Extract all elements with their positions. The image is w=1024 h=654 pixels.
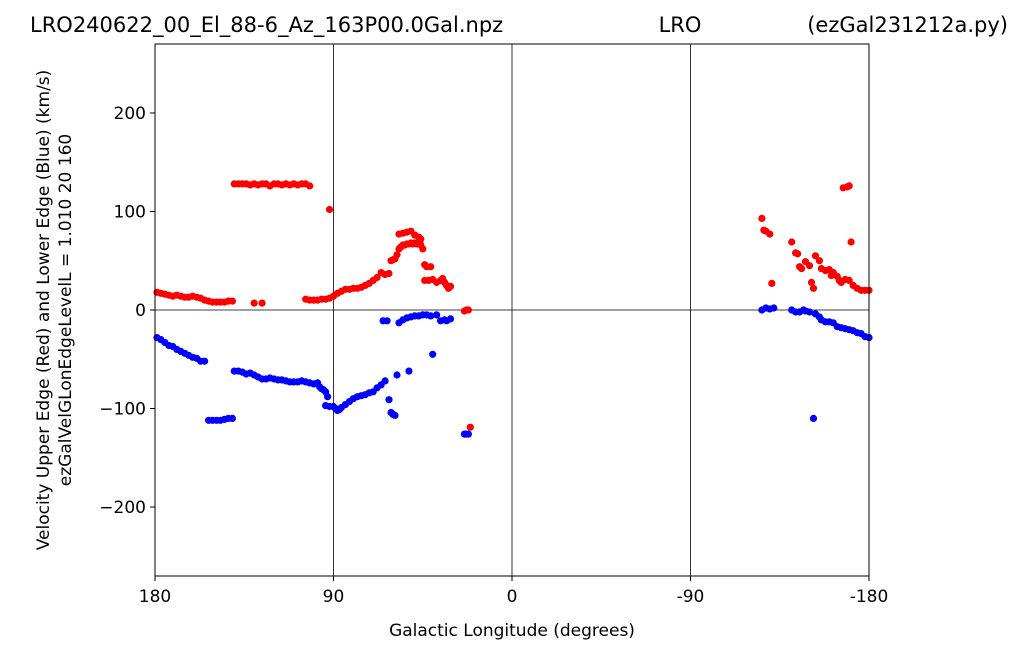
upper-edge-point xyxy=(788,238,796,246)
upper-edge-point xyxy=(228,297,236,305)
upper-edge-point xyxy=(466,423,474,431)
upper-edge-point xyxy=(809,284,818,292)
x-tick-label: -90 xyxy=(677,587,705,607)
upper-edge-point xyxy=(805,262,814,270)
lower-edge-point xyxy=(405,367,413,375)
upper-edge-point xyxy=(847,238,855,246)
chart-title-center: LRO xyxy=(659,13,702,37)
lower-edge-point xyxy=(433,311,441,319)
lower-edge-point xyxy=(383,317,391,325)
lower-edge-point xyxy=(809,414,818,422)
y-tick-label: 200 xyxy=(114,104,146,124)
lower-edge-point xyxy=(427,312,435,320)
upper-edge-point xyxy=(325,205,334,214)
plot-area xyxy=(153,43,873,577)
lower-edge-point xyxy=(201,357,209,365)
upper-edge-point xyxy=(464,306,472,314)
y-axis-label-line2: ezGalVelGLonEdgeLevelL = 1.010 20 160 xyxy=(56,134,76,486)
lower-edge-point xyxy=(429,350,437,358)
x-axis-label: Galactic Longitude (degrees) xyxy=(389,621,635,641)
x-tick-label: 0 xyxy=(507,587,518,607)
upper-edge-point xyxy=(768,279,776,287)
upper-edge-point xyxy=(393,251,401,259)
x-tick-label: 90 xyxy=(323,587,345,607)
x-axis: 180 90 0 -90 -180 xyxy=(139,576,889,607)
lower-edge-point xyxy=(446,315,455,323)
upper-edge-point xyxy=(811,252,820,260)
lower-edge-point xyxy=(391,411,399,419)
lower-edge-point xyxy=(393,371,401,379)
upper-edge-point xyxy=(766,230,774,238)
upper-edge-point xyxy=(419,245,427,253)
y-axis-label-line1: Velocity Upper Edge (Red) and Lower Edge… xyxy=(34,70,54,551)
upper-edge-point xyxy=(258,299,266,307)
upper-edge-point xyxy=(446,282,455,290)
upper-edge-point xyxy=(845,276,853,284)
lower-edge-point xyxy=(805,308,814,316)
lower-edge-point xyxy=(324,393,332,401)
upper-edge-point xyxy=(306,182,314,190)
lower-edge-point xyxy=(464,430,472,438)
upper-edge-point xyxy=(845,182,853,190)
y-axis: 200 100 0 −100 −200 xyxy=(99,104,155,518)
upper-edge-point xyxy=(427,263,435,271)
x-tick-label: 180 xyxy=(139,587,171,607)
data-series xyxy=(153,180,873,438)
upper-edge-point xyxy=(798,265,806,273)
chart-title-right: (ezGal231212a.py) xyxy=(807,13,1008,37)
upper-edge-point xyxy=(250,299,258,307)
gridlines xyxy=(155,44,869,576)
y-tick-label: 100 xyxy=(114,202,146,222)
lower-edge-point xyxy=(381,377,389,385)
upper-edge-point xyxy=(385,269,393,278)
y-tick-label: −200 xyxy=(99,498,146,518)
lower-edge-point xyxy=(385,396,393,404)
upper-edge-point xyxy=(807,278,816,286)
upper-edge-point xyxy=(758,214,766,222)
lower-edge-point xyxy=(770,304,778,312)
upper-edge-point xyxy=(815,257,824,265)
y-tick-label: 0 xyxy=(135,301,146,321)
upper-edge-point xyxy=(794,250,802,258)
lower-edge-series xyxy=(153,304,873,438)
upper-edge-series xyxy=(153,180,873,431)
upper-edge-point xyxy=(417,235,425,243)
lower-edge-point xyxy=(228,414,236,422)
y-tick-label: −100 xyxy=(99,400,146,420)
x-tick-label: -180 xyxy=(850,587,889,607)
upper-edge-point xyxy=(373,273,381,282)
chart-title-left: LRO240622_00_El_88-6_Az_163P00.0Gal.npz xyxy=(30,13,503,38)
